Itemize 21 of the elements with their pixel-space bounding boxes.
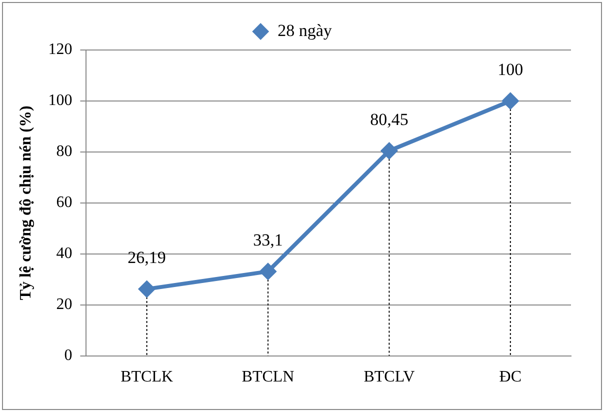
data-label: 33,1 — [253, 230, 283, 250]
data-label: 26,19 — [128, 248, 166, 268]
y-tick-label: 0 — [64, 347, 72, 364]
y-tick-label: 60 — [56, 194, 72, 212]
y-tick-label: 20 — [56, 296, 72, 314]
y-tick-label: 80 — [56, 143, 72, 160]
point — [381, 142, 398, 159]
x-tick-label: ĐC — [499, 368, 522, 386]
data-label: 100 — [498, 60, 524, 79]
x-tick-label: BTCLV — [364, 368, 416, 386]
y-axis-title: Tỷ lệ cường độ chịu nén (%) — [18, 106, 35, 300]
point — [502, 92, 518, 109]
data-label: 80,45 — [370, 110, 408, 129]
y-tick-label: 100 — [48, 92, 72, 110]
y-tick-label: 40 — [56, 245, 72, 262]
legend-label: 28 ngày — [278, 20, 332, 40]
y-tick-label: 120 — [48, 41, 72, 58]
point — [260, 263, 276, 280]
point — [138, 281, 155, 298]
x-tick-label: BTCLK — [120, 368, 174, 386]
x-tick-label: BTCLN — [242, 368, 295, 386]
